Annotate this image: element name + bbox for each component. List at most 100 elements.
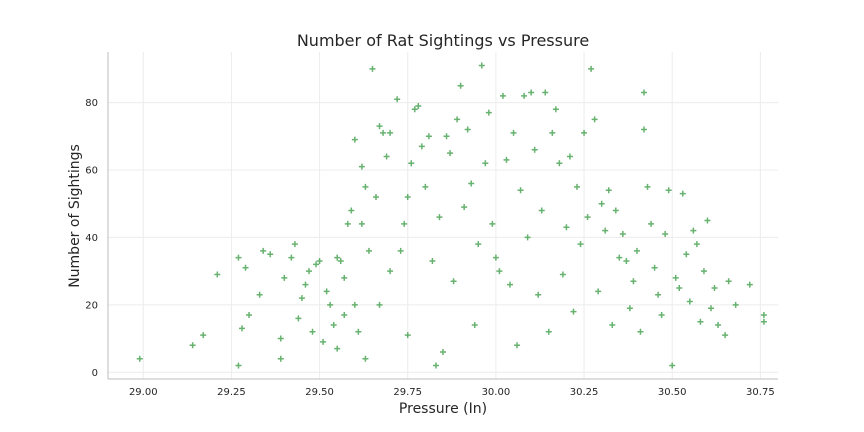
data-point (619, 231, 626, 238)
data-point (242, 264, 249, 271)
data-point (256, 291, 263, 298)
data-point (566, 153, 573, 160)
x-tick-label: 30.75 (746, 387, 775, 398)
data-point (404, 193, 411, 200)
data-point (189, 342, 196, 349)
data-point (408, 160, 415, 167)
data-point (563, 224, 570, 231)
data-point (708, 305, 714, 312)
y-tick-label: 80 (85, 98, 98, 109)
x-tick-label: 30.25 (570, 387, 599, 398)
data-point (605, 187, 612, 194)
data-point (404, 332, 411, 339)
data-point (545, 328, 552, 335)
data-point (316, 258, 323, 265)
data-point (464, 126, 471, 133)
points-layer (136, 62, 767, 369)
data-point (524, 234, 531, 241)
data-point (291, 241, 298, 248)
data-point (496, 268, 503, 275)
data-point (277, 335, 284, 342)
data-point (503, 156, 510, 163)
data-point (334, 254, 341, 261)
data-point (235, 254, 242, 261)
data-point (521, 92, 528, 99)
data-point (351, 301, 358, 308)
data-point (722, 332, 729, 339)
data-point (320, 338, 327, 345)
data-point (700, 268, 707, 275)
data-point (440, 349, 446, 356)
data-point (602, 227, 609, 234)
data-point (365, 247, 372, 254)
data-point (383, 153, 390, 160)
data-point (447, 150, 454, 157)
x-tick-label: 29.25 (217, 387, 246, 398)
x-tick-label: 29.75 (393, 387, 422, 398)
data-point (528, 89, 535, 96)
x-ticks: 29.00 29.25 29.50 29.75 30.00 30.25 30.50 30.75 (129, 387, 775, 398)
data-point (136, 355, 143, 362)
data-point (288, 254, 295, 261)
data-point (760, 311, 767, 318)
data-point (478, 62, 485, 69)
data-point (704, 217, 711, 224)
data-point (616, 254, 623, 261)
data-point (630, 278, 637, 285)
data-point (394, 96, 401, 103)
data-point (355, 328, 362, 335)
data-point (323, 288, 330, 295)
data-point (690, 227, 697, 234)
data-point (401, 220, 408, 227)
data-point (341, 274, 348, 281)
data-point (239, 325, 245, 332)
data-point (570, 308, 577, 315)
grid-layer (108, 52, 778, 379)
data-point (295, 315, 302, 322)
data-point (641, 89, 647, 96)
y-tick-label: 20 (85, 300, 98, 311)
data-point (302, 281, 309, 288)
data-point (549, 129, 556, 136)
data-point (623, 258, 630, 265)
data-point (598, 200, 605, 207)
data-point (711, 284, 718, 291)
x-tick-label: 30.00 (482, 387, 511, 398)
data-point (344, 220, 351, 227)
data-point (376, 301, 383, 308)
data-point (341, 311, 348, 318)
data-point (327, 301, 334, 308)
data-point (334, 345, 341, 352)
data-point (559, 271, 566, 278)
chart-title: Number of Rat Sightings vs Pressure (297, 31, 589, 50)
data-point (683, 251, 690, 258)
data-point (693, 241, 700, 248)
data-point (351, 136, 358, 143)
data-point (591, 116, 598, 123)
data-point (588, 65, 595, 72)
data-point (380, 129, 387, 136)
data-point (746, 281, 753, 288)
data-point (658, 311, 665, 318)
data-point (595, 288, 602, 295)
data-point (471, 322, 478, 329)
y-ticks: 0 20 40 60 80 (85, 98, 98, 379)
data-point (373, 193, 379, 200)
data-point (214, 271, 221, 278)
data-point (665, 187, 672, 194)
x-axis-label: Pressure (In) (399, 401, 487, 417)
data-point (492, 254, 499, 261)
data-point (260, 247, 267, 254)
data-point (672, 274, 679, 281)
data-point (313, 261, 320, 268)
data-point (277, 355, 284, 362)
data-point (246, 311, 253, 318)
data-point (531, 146, 538, 153)
data-point (584, 214, 591, 221)
data-point (626, 305, 633, 312)
data-point (482, 160, 489, 167)
data-point (306, 268, 312, 275)
data-point (450, 278, 457, 285)
data-point (358, 220, 365, 227)
